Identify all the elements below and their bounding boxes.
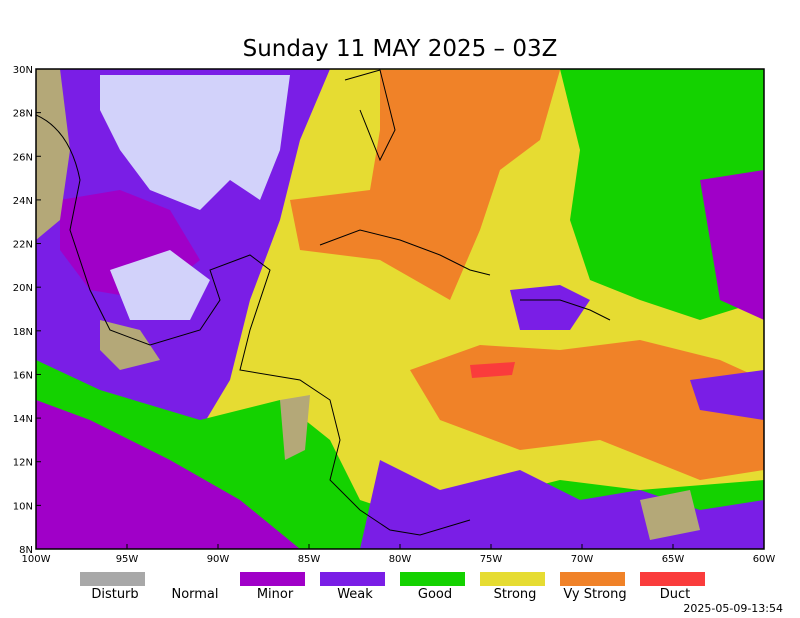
legend-swatch xyxy=(560,572,625,586)
legend-swatch xyxy=(240,572,305,586)
legend-label: Strong xyxy=(494,587,537,602)
y-tick-label: 24N xyxy=(13,196,33,207)
y-tick-label: 20N xyxy=(13,283,33,294)
x-tick-label: 85W xyxy=(298,554,321,565)
y-tick-label: 28N xyxy=(13,109,33,120)
legend-label: Vy Strong xyxy=(563,587,626,602)
map xyxy=(35,68,765,550)
map-title: Sunday 11 MAY 2025 – 03Z xyxy=(243,36,558,62)
legend-label: Disturb xyxy=(91,587,138,602)
legend-swatch xyxy=(160,572,225,586)
legend-swatch xyxy=(640,572,705,586)
x-tick-label: 60W xyxy=(753,554,776,565)
timestamp: 2025-05-09-13:54 xyxy=(683,602,783,615)
y-tick-label: 10N xyxy=(13,501,33,512)
y-tick-label: 18N xyxy=(13,327,33,338)
legend-label: Minor xyxy=(257,587,294,602)
legend-label: Normal xyxy=(171,587,218,602)
y-tick-label: 8N xyxy=(19,545,33,556)
legend-swatch xyxy=(80,572,145,586)
y-tick-label: 14N xyxy=(13,414,33,425)
x-tick-label: 75W xyxy=(480,554,503,565)
legend-swatch xyxy=(320,572,385,586)
x-tick-label: 95W xyxy=(116,554,139,565)
legend-label: Duct xyxy=(660,587,691,602)
y-tick-label: 12N xyxy=(13,458,33,469)
y-tick-label: 22N xyxy=(13,240,33,251)
y-tick-label: 30N xyxy=(13,65,33,76)
legend-swatch xyxy=(400,572,465,586)
x-tick-label: 65W xyxy=(662,554,685,565)
y-tick-label: 16N xyxy=(13,370,33,381)
legend-label: Good xyxy=(418,587,452,602)
y-tick-label: 26N xyxy=(13,152,33,163)
x-tick-label: 70W xyxy=(571,554,594,565)
legend-label: Weak xyxy=(337,587,373,602)
legend-swatch xyxy=(480,572,545,586)
x-tick-label: 90W xyxy=(207,554,230,565)
x-tick-label: 100W xyxy=(22,554,51,565)
x-tick-label: 80W xyxy=(389,554,412,565)
